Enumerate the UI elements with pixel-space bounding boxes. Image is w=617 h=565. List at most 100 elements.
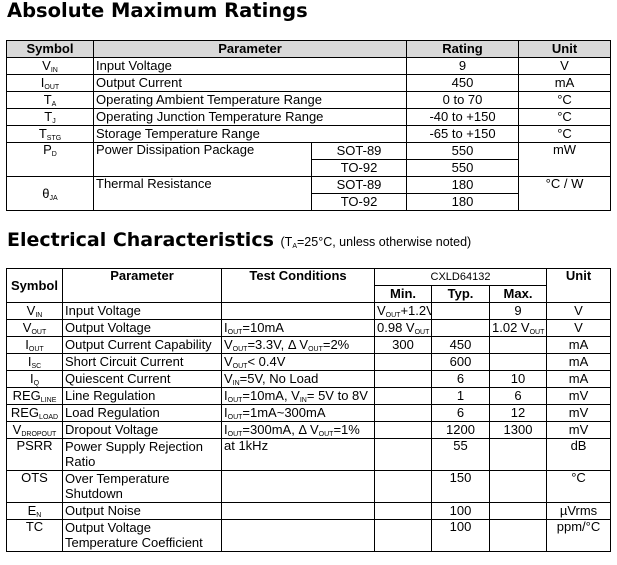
min-cell: [374, 370, 432, 388]
table-row: VIN Input Voltage 9 V: [6, 57, 612, 75]
test-cell: [221, 302, 375, 320]
rating-cell: 550: [406, 159, 520, 177]
table-row: REGLINE Line Regulation IOUT=10mA, VIN= …: [6, 387, 612, 405]
symbol-cell: IOUT: [6, 336, 63, 354]
unit-cell: mV: [546, 421, 612, 439]
unit-cell: mA: [546, 353, 612, 371]
rating-cell: 180: [406, 176, 520, 194]
max-cell: [488, 353, 548, 371]
test-cell: [221, 502, 375, 520]
parameter-cell: Over Temperature Shutdown: [62, 470, 222, 503]
table-row: PD Power Dissipation Package SOT-89 550 …: [6, 142, 612, 177]
unit-cell: V: [546, 302, 612, 320]
min-cell: 300: [374, 336, 432, 354]
rating-cell: -40 to +150: [406, 108, 520, 126]
unit-cell: µVrms: [546, 502, 612, 520]
table-row: IQ Quiescent Current VIN=5V, No Load 6 1…: [6, 370, 612, 388]
rating-cell: 0 to 70: [406, 91, 520, 109]
table-header-row: Symbol Parameter Test Conditions CXLD641…: [6, 268, 612, 303]
table-row: TJ Operating Junction Temperature Range …: [6, 108, 612, 126]
parameter-cell: Output Voltage: [62, 319, 222, 337]
parameter-cell: Short Circuit Current: [62, 353, 222, 371]
header-part-number: CXLD64132: [373, 268, 548, 286]
header-symbol: Symbol: [6, 268, 63, 303]
header-rating: Rating: [406, 40, 520, 58]
header-typ: Typ.: [431, 285, 490, 303]
typ-cell: 450: [431, 336, 490, 354]
symbol-cell: TA: [6, 91, 94, 109]
symbol-cell: θJA: [6, 176, 94, 211]
symbol-cell: EN: [6, 502, 63, 520]
table-row: TA Operating Ambient Temperature Range 0…: [6, 91, 612, 109]
unit-cell: °C: [518, 108, 612, 126]
rating-cell: 550: [406, 142, 520, 160]
table-row: REGLOAD Load Regulation IOUT=1mA~300mA 6…: [6, 404, 612, 422]
min-cell: [374, 438, 432, 471]
parameter-cell: Power Dissipation Package: [93, 142, 312, 177]
header-test-conditions: Test Conditions: [221, 268, 375, 303]
ec-note: (TA=25°C, unless otherwise noted): [280, 235, 472, 250]
symbol-cell: VDROPOUT: [6, 421, 63, 439]
max-cell: [488, 519, 548, 552]
min-cell: [374, 519, 432, 552]
parameter-cell: Storage Temperature Range: [92, 125, 408, 143]
test-cell: IOUT=1mA~300mA: [221, 404, 375, 422]
parameter-cell: Thermal Resistance: [93, 176, 312, 211]
parameter-cell: Quiescent Current: [62, 370, 222, 388]
rating-cell: 450: [406, 74, 520, 92]
absolute-max-ratings-table: Symbol Parameter Rating Unit VIN Input V…: [6, 40, 612, 211]
symbol-cell: PSRR: [6, 438, 63, 471]
max-cell: 12: [488, 404, 548, 422]
max-cell: [488, 336, 548, 354]
table-row: VDROPOUT Dropout Voltage IOUT=300mA, Δ V…: [6, 421, 612, 439]
table-row: PSRR Power Supply Rejection Ratio at 1kH…: [6, 438, 612, 471]
unit-cell: mV: [546, 404, 612, 422]
package-cell: SOT-89: [310, 142, 408, 160]
unit-cell: V: [518, 57, 612, 75]
test-cell: [221, 470, 375, 503]
test-cell: VIN=5V, No Load: [221, 370, 375, 388]
package-cell: SOT-89: [310, 176, 408, 194]
symbol-cell: TSTG: [6, 125, 94, 143]
rating-cell: 9: [406, 57, 520, 75]
min-cell: [374, 404, 432, 422]
table-row: EN Output Noise 100 µVrms: [6, 502, 612, 520]
ec-title: Electrical Characteristics (TA=25°C, unl…: [7, 229, 472, 251]
symbol-cell: IQ: [6, 370, 63, 388]
parameter-cell: Operating Junction Temperature Range: [92, 108, 408, 126]
unit-cell: V: [546, 319, 612, 337]
table-row: OTS Over Temperature Shutdown 150 °C: [6, 470, 612, 503]
amr-title: Absolute Maximum Ratings: [7, 0, 308, 22]
test-cell: VOUT< 0.4V: [221, 353, 375, 371]
symbol-cell: PD: [6, 142, 94, 177]
table-header-row: Symbol Parameter Rating Unit: [6, 40, 612, 58]
typ-cell: 6: [431, 404, 490, 422]
symbol-cell: VIN: [6, 302, 63, 320]
header-parameter: Parameter: [92, 40, 408, 58]
parameter-cell: Dropout Voltage: [62, 421, 222, 439]
typ-cell: 6: [431, 370, 490, 388]
min-cell: 0.98 VOUT: [374, 319, 432, 337]
min-cell: [374, 502, 432, 520]
test-cell: IOUT=300mA, Δ VOUT=1%: [221, 421, 375, 439]
rating-cell: -65 to +150: [406, 125, 520, 143]
max-cell: [488, 502, 548, 520]
table-row: TSTG Storage Temperature Range -65 to +1…: [6, 125, 612, 143]
header-max: Max.: [488, 285, 548, 303]
header-min: Min.: [374, 285, 432, 303]
unit-cell: dB: [546, 438, 612, 471]
table-row: IOUT Output Current 450 mA: [6, 74, 612, 92]
unit-cell: mA: [518, 74, 612, 92]
symbol-cell: REGLOAD: [6, 404, 63, 422]
header-unit: Unit: [518, 40, 612, 58]
table-row: VOUT Output Voltage IOUT=10mA 0.98 VOUT …: [6, 319, 612, 337]
parameter-cell: Operating Ambient Temperature Range: [92, 91, 408, 109]
symbol-cell: ISC: [6, 353, 63, 371]
symbol-cell: TC: [6, 519, 63, 552]
max-cell: 10: [488, 370, 548, 388]
test-cell: VOUT=3.3V, Δ VOUT=2%: [221, 336, 375, 354]
parameter-cell: Output Voltage Temperature Coefficient: [62, 519, 222, 552]
parameter-cell: Line Regulation: [62, 387, 222, 405]
unit-cell: mV: [546, 387, 612, 405]
parameter-cell: Power Supply Rejection Ratio: [62, 438, 222, 471]
